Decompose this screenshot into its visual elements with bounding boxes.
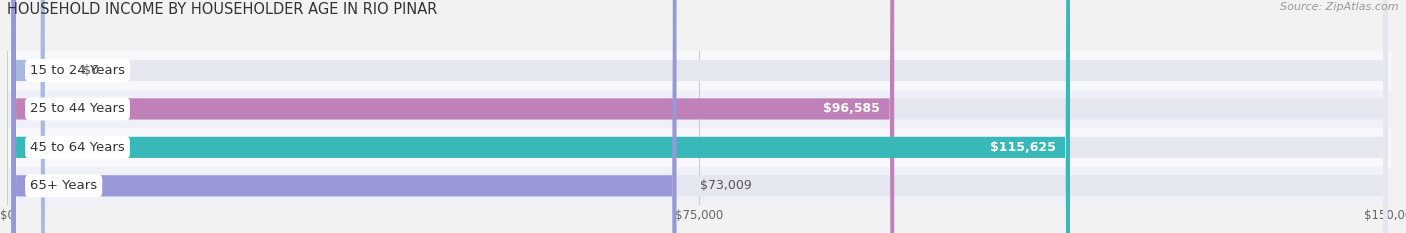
Text: 15 to 24 Years: 15 to 24 Years bbox=[30, 64, 125, 77]
Text: $96,585: $96,585 bbox=[824, 103, 880, 115]
FancyBboxPatch shape bbox=[11, 0, 1070, 233]
Bar bbox=[7, 128, 1392, 167]
FancyBboxPatch shape bbox=[11, 0, 1388, 233]
FancyBboxPatch shape bbox=[11, 0, 45, 233]
Text: HOUSEHOLD INCOME BY HOUSEHOLDER AGE IN RIO PINAR: HOUSEHOLD INCOME BY HOUSEHOLDER AGE IN R… bbox=[7, 2, 437, 17]
Text: $115,625: $115,625 bbox=[990, 141, 1056, 154]
FancyBboxPatch shape bbox=[11, 0, 1388, 233]
Text: $0: $0 bbox=[83, 64, 98, 77]
FancyBboxPatch shape bbox=[11, 0, 676, 233]
Text: 65+ Years: 65+ Years bbox=[30, 179, 97, 192]
FancyBboxPatch shape bbox=[11, 0, 1388, 233]
Text: 25 to 44 Years: 25 to 44 Years bbox=[30, 103, 125, 115]
Bar bbox=[7, 90, 1392, 128]
Text: 45 to 64 Years: 45 to 64 Years bbox=[30, 141, 125, 154]
Bar bbox=[7, 167, 1392, 205]
FancyBboxPatch shape bbox=[11, 0, 894, 233]
Bar bbox=[7, 51, 1392, 90]
FancyBboxPatch shape bbox=[11, 0, 1388, 233]
Text: $73,009: $73,009 bbox=[700, 179, 751, 192]
Text: Source: ZipAtlas.com: Source: ZipAtlas.com bbox=[1281, 2, 1399, 12]
